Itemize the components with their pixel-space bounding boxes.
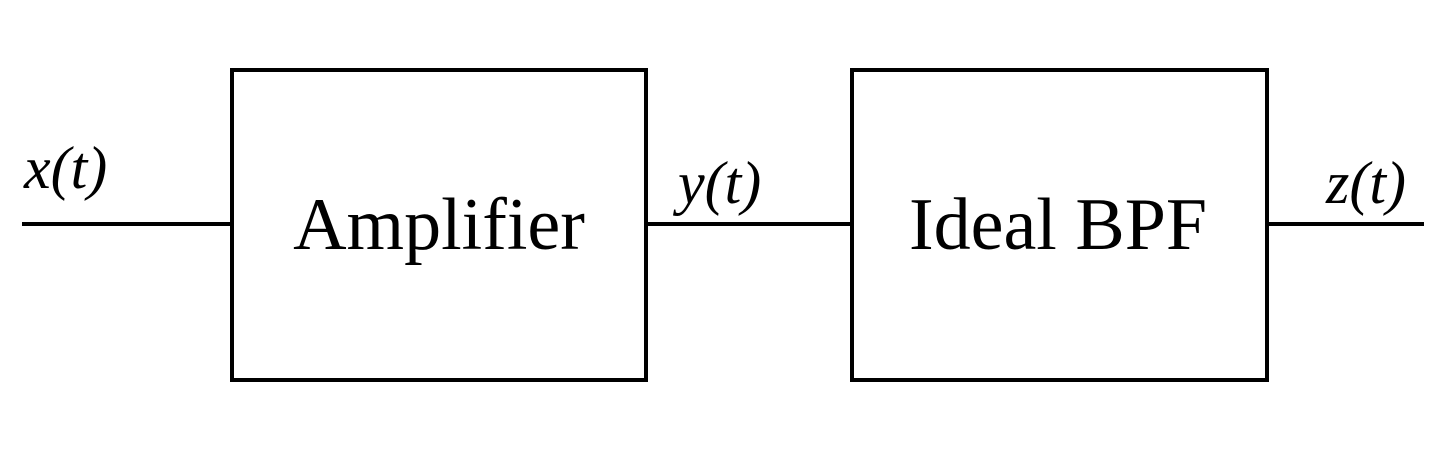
amplifier-box [230,68,648,382]
bpf-box [850,68,1269,382]
amplifier-label: Amplifier [293,184,585,266]
bpf-block: Ideal BPF [850,68,1269,382]
output-signal-label: z(t) [1325,150,1406,216]
bpf-label: Ideal BPF [909,184,1207,266]
input-signal-label: x(t) [23,135,107,201]
amplifier-block: Amplifier [230,68,648,382]
intermediate-signal-label: y(t) [672,150,761,216]
